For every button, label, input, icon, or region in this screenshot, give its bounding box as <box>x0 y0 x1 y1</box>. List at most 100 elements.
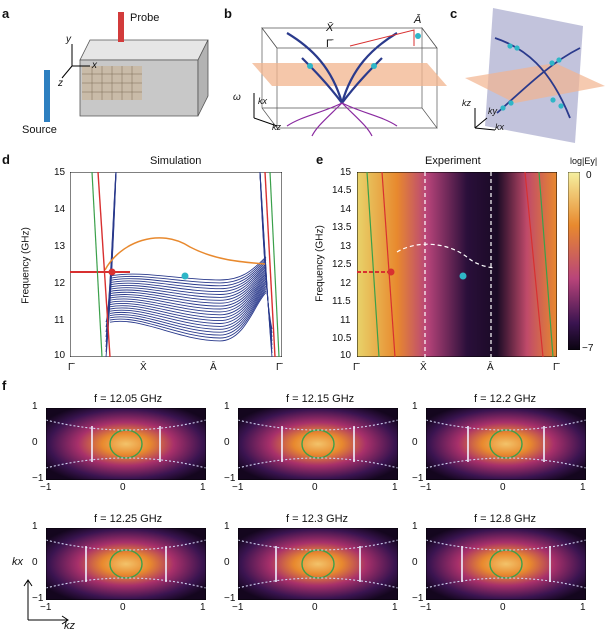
colorbar-min: −7 <box>582 343 594 354</box>
f-ytick: 0 <box>412 557 418 568</box>
e-experiment-map <box>357 172 557 357</box>
f-xtick: −1 <box>232 482 244 493</box>
colorbar-max: 0 <box>586 170 592 181</box>
panel-e-label: e <box>316 152 324 167</box>
f-ytick: −1 <box>32 473 44 484</box>
e-ytick: 15 <box>340 167 352 178</box>
c-kx-label: kx <box>495 122 504 132</box>
d-ylabel: Frequency (GHz) <box>20 227 32 304</box>
band-line <box>109 280 267 322</box>
f-xtick: 1 <box>580 482 586 493</box>
band-line <box>109 268 267 301</box>
e-ytick: 13 <box>340 241 352 252</box>
f-ytick: 1 <box>224 521 230 532</box>
d-ytick: 10 <box>54 350 66 361</box>
band-line <box>109 285 267 330</box>
band-line <box>109 266 267 298</box>
f-ytick: 1 <box>412 401 418 412</box>
f-xtick: 1 <box>392 482 398 493</box>
b-xbar-label: X̄ <box>326 22 334 34</box>
e-xtick: Γ̄ <box>353 362 359 373</box>
source-icon <box>44 70 50 122</box>
f-ytick: −1 <box>224 473 236 484</box>
e-ytick: 12.5 <box>332 259 352 270</box>
source-label: Source <box>22 124 57 136</box>
f-xtick: 1 <box>392 602 398 613</box>
f-xtick: −1 <box>40 602 52 613</box>
f-map-title: f = 12.05 GHz <box>94 393 163 405</box>
f-xtick: 0 <box>500 482 506 493</box>
f-xtick: 1 <box>200 602 206 613</box>
f-xtick: 0 <box>500 602 506 613</box>
e-ytick: 14.5 <box>332 185 352 196</box>
f-map-title: f = 12.8 GHz <box>474 513 537 525</box>
d-ytick: 12 <box>54 278 66 289</box>
band-line <box>109 282 267 324</box>
d-title: Simulation <box>150 155 202 167</box>
f-ytick: −1 <box>224 593 236 604</box>
f-field-map <box>238 408 398 480</box>
panel-d-label: d <box>2 152 10 167</box>
axis-y-label: y <box>66 34 71 45</box>
d-xtick: Γ̄ <box>68 362 74 373</box>
frequency-plane <box>252 63 447 86</box>
band-line <box>109 261 267 290</box>
f-map-title: f = 12.25 GHz <box>94 513 163 525</box>
band-line <box>109 263 267 293</box>
f-ytick: −1 <box>412 473 424 484</box>
f-xtick: 0 <box>312 602 318 613</box>
band-line <box>259 172 273 330</box>
f-ytick: 1 <box>32 521 38 532</box>
f-ytick: 0 <box>32 557 38 568</box>
f-ytick: −1 <box>412 593 424 604</box>
probe-icon <box>118 12 124 42</box>
e-ytick: 10 <box>340 350 352 361</box>
e-xtick: Ā <box>487 362 494 373</box>
band-line <box>109 290 267 339</box>
band-line <box>109 273 267 310</box>
d-ytick: 13 <box>54 241 66 252</box>
f-xtick: −1 <box>40 482 52 493</box>
b-abar-label: Ā <box>414 14 422 26</box>
e-ylabel: Frequency (GHz) <box>314 225 326 302</box>
band-line <box>109 270 267 304</box>
band-line <box>109 287 267 333</box>
f-ytick: 0 <box>32 437 38 448</box>
f-field-map <box>46 408 206 480</box>
d-ytick: 11 <box>54 315 65 326</box>
e-ytick: 12 <box>340 278 352 289</box>
panel-b-label: b <box>224 6 232 21</box>
f-xtick: 1 <box>200 482 206 493</box>
d-ytick: 15 <box>54 167 66 178</box>
f-xtick: 0 <box>312 482 318 493</box>
f-map-title: f = 12.15 GHz <box>286 393 355 405</box>
d-xtick: X̄ <box>140 362 147 373</box>
f-ytick: 1 <box>32 401 38 412</box>
panel-f-label: f <box>2 378 7 393</box>
e-ytick: 11 <box>340 315 351 326</box>
panel-c-surface-states <box>465 8 605 143</box>
f-ytick: 0 <box>224 437 230 448</box>
c-ky-label: ky <box>488 106 497 116</box>
f-xtick: −1 <box>420 602 432 613</box>
e-title: Experiment <box>425 155 481 167</box>
colorbar-label: log|Ey| <box>570 156 598 166</box>
e-ytick: 13.5 <box>332 222 352 233</box>
f-ytick: 0 <box>224 557 230 568</box>
f-field-map <box>426 528 586 600</box>
band-line <box>109 260 267 287</box>
f-field-map <box>238 528 398 600</box>
b-kz-label: kz <box>272 122 281 132</box>
f-ytick: 0 <box>412 437 418 448</box>
f-corner-axes <box>23 579 69 625</box>
f-ytick: 1 <box>224 401 230 412</box>
band-line <box>109 278 267 319</box>
axis-z-label: z <box>58 78 63 89</box>
e-ytick: 14 <box>340 204 352 215</box>
d-band-diagram <box>70 172 282 357</box>
panel-a-schematic <box>44 12 209 122</box>
b-kx-label: kx <box>258 96 267 106</box>
band-line <box>109 265 267 295</box>
panel-b-band-3d <box>252 26 447 137</box>
f-xtick: −1 <box>420 482 432 493</box>
